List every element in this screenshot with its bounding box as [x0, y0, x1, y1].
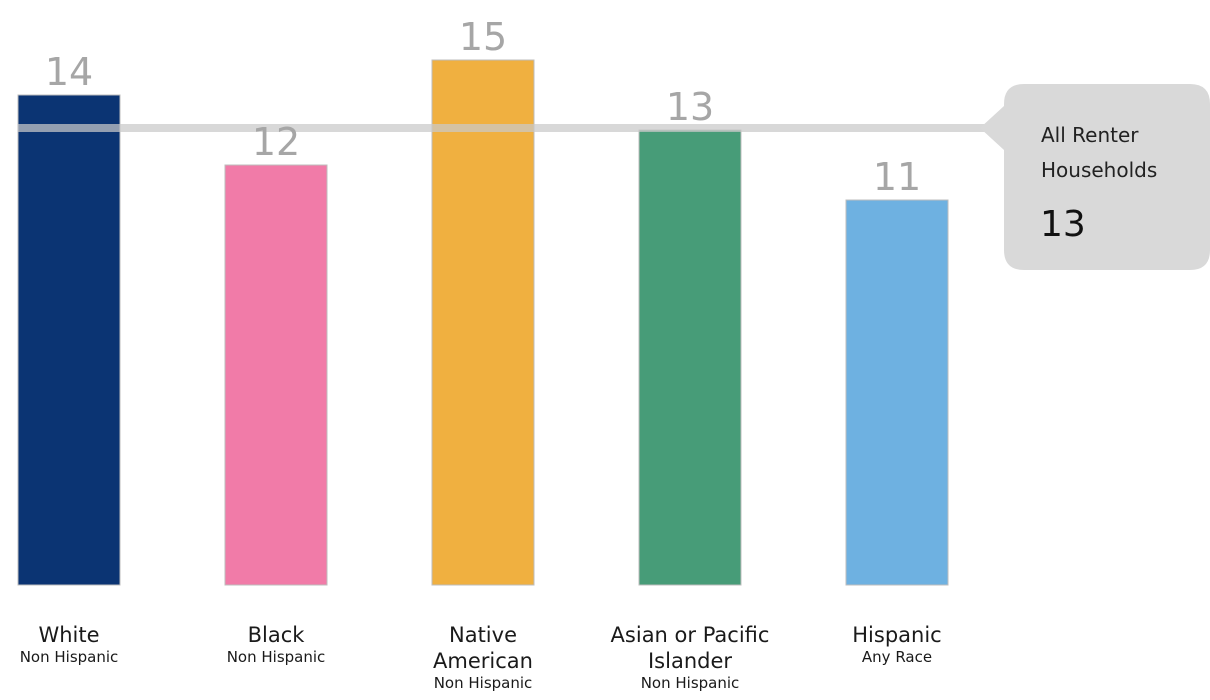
category-label: American [433, 649, 533, 673]
bar [17, 94, 121, 586]
reference-label: All Renter [1041, 123, 1139, 147]
bar-value-label: 15 [459, 15, 507, 59]
bars-layer [17, 59, 949, 586]
category-label: Black [248, 623, 306, 647]
reference-layer: All Renter Households 13 [18, 84, 1210, 270]
bar [224, 164, 328, 586]
bar [845, 199, 949, 586]
category-sublabel: Non Hispanic [434, 674, 533, 692]
category-sublabel: Non Hispanic [20, 648, 119, 666]
category-label: Native [449, 623, 517, 647]
bar-value-label: 11 [873, 155, 921, 199]
category-label: Asian or Pacific [611, 623, 770, 647]
bar-value-label: 14 [45, 50, 93, 94]
category-label: White [38, 623, 99, 647]
bar-value-label: 12 [252, 120, 300, 164]
reference-label: Households [1041, 158, 1157, 182]
category-sublabel: Any Race [862, 648, 932, 666]
reference-value: 13 [1040, 204, 1086, 245]
reference-callout [980, 84, 1210, 270]
category-label: Hispanic [852, 623, 941, 647]
bar [431, 59, 535, 586]
bar [638, 129, 742, 586]
bar-value-label: 13 [666, 85, 714, 129]
category-sublabel: Non Hispanic [641, 674, 740, 692]
category-sublabel: Non Hispanic [227, 648, 326, 666]
category-label: Islander [648, 649, 732, 673]
